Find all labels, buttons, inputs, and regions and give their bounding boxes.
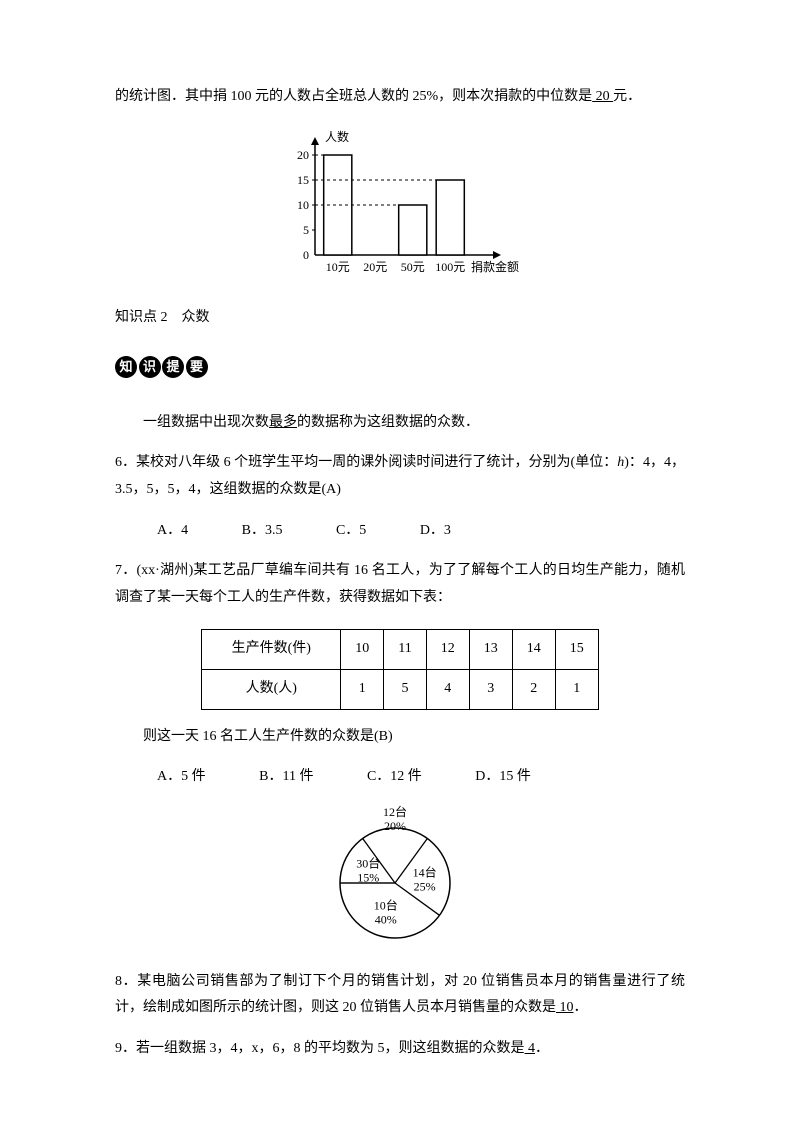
q6-opt-a: A．4 [157, 518, 188, 545]
svg-text:10台: 10台 [374, 897, 398, 912]
q5-intro: 的统计图．其中捐 100 元的人数占全班总人数的 25%，则本次捐款的中位数是 [115, 89, 592, 104]
q6-opt-d: D．3 [420, 518, 451, 545]
svg-text:捐款金额: 捐款金额 [471, 259, 519, 274]
td: 2 [512, 669, 555, 709]
knowledge-pill: 知 识 提 要 [115, 355, 206, 382]
pie-chart: 30台15%12台20%14台25%10台40% [310, 805, 490, 955]
q6-part1: 6．某校对八年级 6 个班学生平均一周的课外阅读时间进行了统计，分别为(单位： [115, 455, 617, 470]
kp2-desc-pre: 一组数据中出现次数 [143, 415, 269, 430]
table-row: 生产件数(件) 10 11 12 13 14 15 [202, 630, 598, 670]
kp2-desc-post: 的数据称为这组数据的众数． [297, 415, 479, 430]
q6-options: A．4 B．3.5 C．5 D．3 [157, 518, 685, 545]
td: 11 [384, 630, 426, 670]
kp2-desc-u: 最多 [269, 415, 297, 430]
td: 10 [341, 630, 384, 670]
svg-text:10元: 10元 [326, 260, 350, 274]
svg-text:5: 5 [303, 223, 309, 237]
q9-suffix: ． [535, 1041, 549, 1056]
q6-opt-b: B．3.5 [242, 518, 283, 545]
td: 5 [384, 669, 426, 709]
svg-text:50元: 50元 [401, 260, 425, 274]
bar-chart: 0 5 10 15 20 人数捐款金额 10元 20元 50元 100元 [260, 125, 540, 285]
svg-text:25%: 25% [414, 879, 436, 893]
bar-chart-figure: 0 5 10 15 20 人数捐款金额 10元 20元 50元 100元 [115, 125, 685, 285]
q7-opt-d: D．15 件 [475, 764, 531, 791]
td: 1 [555, 669, 598, 709]
q9-pre: 9．若一组数据 3，4，x，6，8 的平均数为 5，则这组数据的众数是 [115, 1041, 525, 1056]
th: 生产件数(件) [202, 630, 341, 670]
td: 12 [426, 630, 469, 670]
q6-text: 6．某校对八年级 6 个班学生平均一周的课外阅读时间进行了统计，分别为(单位：h… [115, 450, 685, 503]
q9-answer: 4 [525, 1041, 536, 1056]
pill-char-4: 要 [186, 356, 208, 378]
table-row: 人数(人) 1 5 4 3 2 1 [202, 669, 598, 709]
td: 1 [341, 669, 384, 709]
q7-opt-a: A．5 件 [157, 764, 206, 791]
svg-text:15%: 15% [357, 870, 379, 884]
q7-opt-c: C．12 件 [367, 764, 422, 791]
q7-options: A．5 件 B．11 件 C．12 件 D．15 件 [157, 764, 685, 791]
q8-answer: 10 [556, 1000, 574, 1015]
td: 3 [469, 669, 512, 709]
q5-suffix: 元． [613, 89, 641, 104]
q7-text: 7．(xx·湖州)某工艺品厂草编车间共有 16 名工人，为了了解每个工人的日均生… [115, 558, 685, 611]
kp2-description: 一组数据中出现次数最多的数据称为这组数据的众数． [115, 410, 685, 437]
svg-text:20元: 20元 [363, 260, 387, 274]
svg-text:40%: 40% [375, 912, 397, 926]
q5-answer: 20 [592, 89, 613, 104]
svg-text:0: 0 [303, 248, 309, 262]
th: 人数(人) [202, 669, 341, 709]
q8-text: 8．某电脑公司销售部为了制订下个月的销售计划，对 20 位销售员本月的销售量进行… [115, 969, 685, 1022]
td: 4 [426, 669, 469, 709]
pie-chart-figure: 30台15%12台20%14台25%10台40% [115, 805, 685, 955]
svg-text:15: 15 [297, 173, 309, 187]
pill-char-3: 提 [162, 356, 184, 378]
svg-text:14台: 14台 [413, 864, 437, 879]
q7-table: 生产件数(件) 10 11 12 13 14 15 人数(人) 1 5 4 3 … [201, 629, 598, 709]
q5-text: 的统计图．其中捐 100 元的人数占全班总人数的 25%，则本次捐款的中位数是 … [115, 84, 685, 111]
td: 14 [512, 630, 555, 670]
q9-text: 9．若一组数据 3，4，x，6，8 的平均数为 5，则这组数据的众数是 4． [115, 1036, 685, 1063]
svg-text:人数: 人数 [325, 129, 349, 144]
td: 15 [555, 630, 598, 670]
q8-pre: 8．某电脑公司销售部为了制订下个月的销售计划，对 20 位销售员本月的销售量进行… [115, 974, 685, 1016]
q7-opt-b: B．11 件 [259, 764, 313, 791]
pill-char-2: 识 [139, 356, 161, 378]
svg-text:20%: 20% [384, 819, 406, 833]
pill-char-1: 知 [115, 356, 137, 378]
q7-conclusion: 则这一天 16 名工人生产件数的众数是(B) [115, 724, 685, 751]
svg-text:100元: 100元 [435, 260, 465, 274]
svg-text:20: 20 [297, 148, 309, 162]
td: 13 [469, 630, 512, 670]
q6-opt-c: C．5 [336, 518, 366, 545]
q8-suffix: ． [574, 1000, 588, 1015]
kp2-title: 知识点 2 众数 [115, 305, 685, 332]
svg-text:12台: 12台 [383, 805, 407, 819]
svg-text:10: 10 [297, 198, 309, 212]
